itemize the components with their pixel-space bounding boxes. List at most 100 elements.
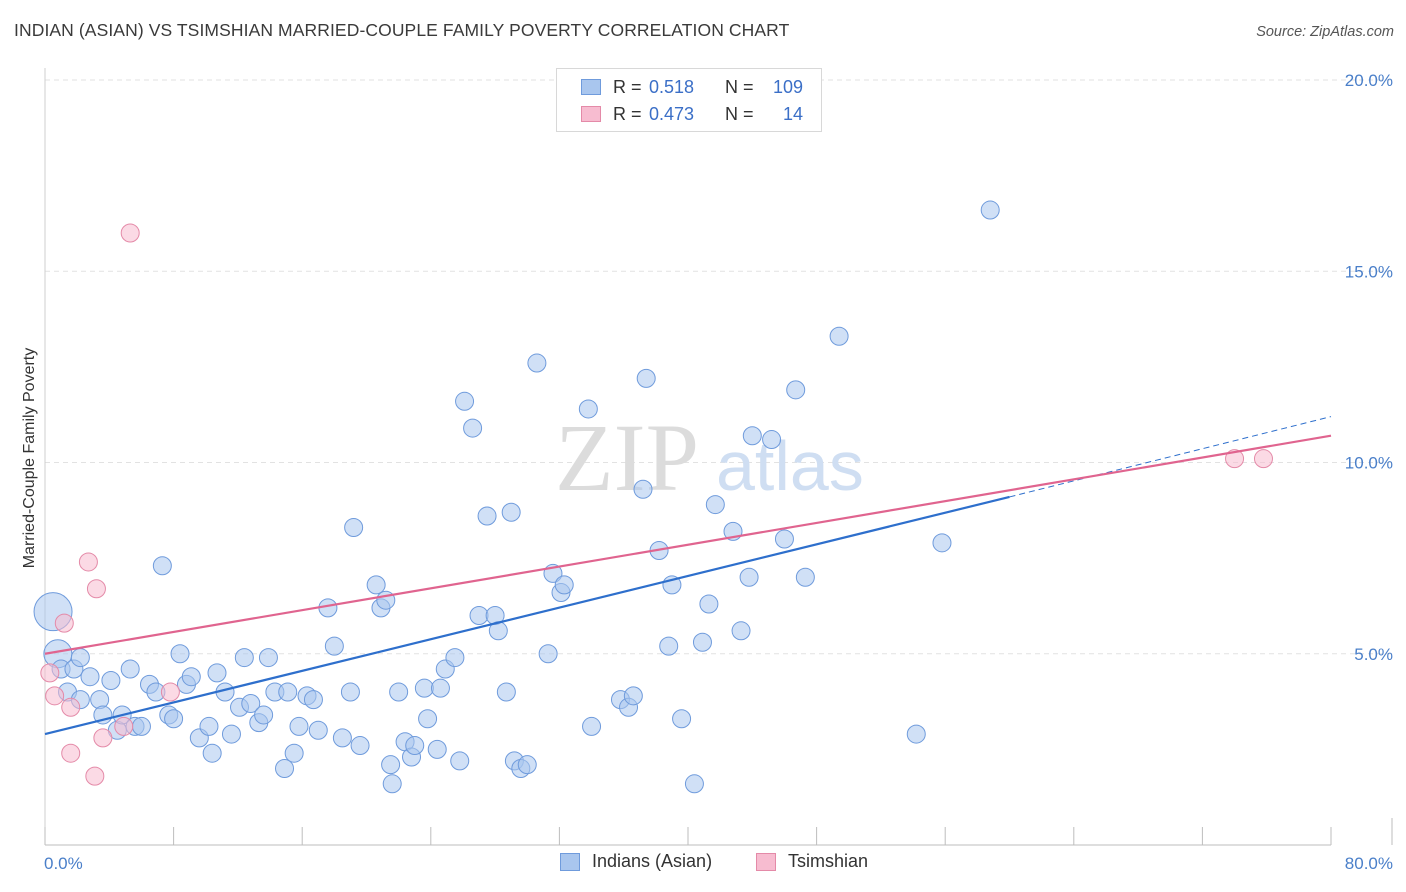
data-point <box>786 380 806 400</box>
data-point <box>241 693 261 713</box>
data-point <box>90 690 110 710</box>
data-point <box>199 716 219 736</box>
y-tick-label: 5.0% <box>1354 645 1393 664</box>
data-point <box>450 751 470 771</box>
data-point <box>284 743 304 763</box>
data-point <box>152 556 172 576</box>
data-point <box>469 606 489 625</box>
data-point <box>170 644 190 664</box>
data-point <box>40 663 60 683</box>
legend-r-value: 0.518 <box>649 76 695 97</box>
x-tick-label: 80.0% <box>1345 854 1393 873</box>
data-point <box>731 621 751 641</box>
data-point <box>430 678 450 698</box>
data-point <box>160 682 180 702</box>
data-point <box>303 690 323 710</box>
data-point <box>692 632 712 652</box>
data-point <box>517 755 537 775</box>
series-tsimshian <box>40 223 1273 786</box>
data-point <box>381 755 401 775</box>
data-point <box>527 353 547 373</box>
data-point <box>501 502 521 522</box>
bottom-legend-label-indians: Indians (Asian) <box>592 851 713 871</box>
data-point <box>101 671 121 691</box>
legend-n-value: 14 <box>782 103 803 124</box>
bottom-legend-swatch-blue <box>560 852 580 871</box>
data-point <box>234 648 254 668</box>
data-point <box>445 648 465 668</box>
data-point <box>131 716 151 736</box>
data-point <box>308 720 328 740</box>
data-point <box>829 326 849 346</box>
data-point <box>366 575 386 595</box>
data-point <box>774 529 794 549</box>
data-point <box>85 766 105 786</box>
data-point <box>1225 449 1245 469</box>
data-point <box>181 667 201 687</box>
data-point <box>382 774 402 794</box>
data-point <box>739 567 759 587</box>
y-tick-label: 20.0% <box>1345 71 1393 90</box>
legend: R = 0.518 N = 109 R = 0.473 N = 14 <box>556 68 822 132</box>
data-point <box>980 200 1000 220</box>
data-point <box>427 739 447 759</box>
legend-row-tsimshian: R = 0.473 N = 14 <box>581 102 803 126</box>
data-point <box>705 495 725 515</box>
data-point <box>762 430 782 450</box>
data-point <box>120 659 140 679</box>
data-point <box>340 682 360 702</box>
data-point <box>332 728 352 748</box>
data-point <box>636 368 656 388</box>
data-point <box>932 533 952 553</box>
data-point <box>659 636 679 656</box>
data-point <box>389 682 409 702</box>
data-point <box>289 716 309 736</box>
axes <box>44 68 1393 846</box>
y-tick-label: 15.0% <box>1345 262 1393 281</box>
data-point <box>455 391 475 411</box>
y-tick-label: 10.0% <box>1345 454 1393 473</box>
watermark-zip: ZIP <box>555 404 699 511</box>
data-point <box>61 743 81 763</box>
bottom-legend-tsimshian: Tsimshian <box>756 851 868 872</box>
legend-r-label: R = <box>613 103 642 124</box>
data-point <box>538 644 558 664</box>
data-point <box>633 479 653 499</box>
data-point <box>114 716 134 736</box>
data-point <box>86 579 106 599</box>
data-point <box>684 774 704 794</box>
data-point <box>699 594 719 614</box>
data-point <box>275 759 295 778</box>
legend-swatch-pink <box>581 106 601 122</box>
data-point <box>93 728 113 748</box>
trendline-indians <box>44 495 1010 736</box>
bottom-legend-indians: Indians (Asian) <box>560 851 712 872</box>
data-point <box>418 709 438 729</box>
data-point <box>120 223 140 243</box>
data-point <box>324 636 344 656</box>
data-point <box>45 686 65 706</box>
data-point <box>1253 449 1273 469</box>
data-point <box>54 613 74 633</box>
series-indians-asian <box>33 200 1000 794</box>
data-point <box>578 399 598 419</box>
data-point <box>344 518 364 538</box>
data-point <box>463 418 483 438</box>
data-point <box>906 724 926 744</box>
data-point <box>164 709 184 729</box>
trendline-tsimshian <box>44 434 1332 655</box>
data-point <box>350 736 370 756</box>
data-point <box>202 743 222 763</box>
data-point <box>672 709 692 729</box>
legend-row-indians: R = 0.518 N = 109 <box>581 75 803 99</box>
data-point <box>742 426 762 446</box>
data-point <box>623 686 643 706</box>
trendline-indians-extension <box>1009 416 1332 498</box>
legend-swatch-blue <box>581 79 601 95</box>
tick-labels: 5.0% 10.0% 15.0% 20.0% 0.0% 80.0% Married-Coup… <box>21 71 1393 873</box>
data-point <box>278 682 298 702</box>
legend-n-value: 109 <box>772 76 803 97</box>
data-point <box>70 648 90 668</box>
legend-n-label: N = <box>725 103 754 124</box>
